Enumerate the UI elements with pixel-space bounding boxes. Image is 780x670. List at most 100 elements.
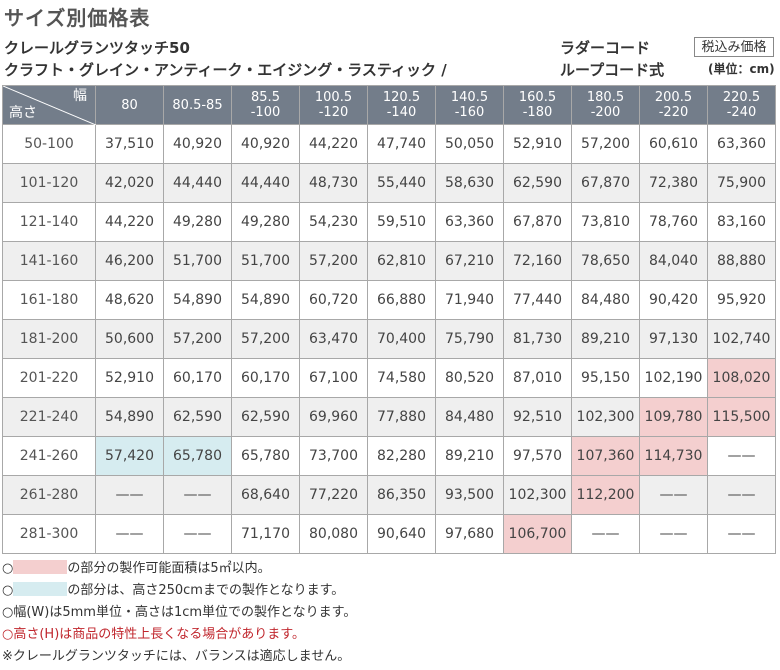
- price-cell: 97,680: [435, 514, 504, 554]
- price-cell: 72,160: [503, 241, 572, 281]
- price-cell: 49,280: [231, 202, 300, 242]
- price-cell: 44,220: [95, 202, 164, 242]
- price-cell: 89,210: [435, 436, 504, 476]
- price-cell: ——: [163, 475, 232, 515]
- table-row: 261-280 —— —— 68,640 77,220 86,350 93,500 102,3…: [2, 475, 776, 515]
- price-cell: 109,780: [639, 397, 708, 437]
- row-height-label: 261-280: [2, 475, 96, 515]
- price-cell: 74,580: [367, 358, 436, 398]
- price-cell: 54,890: [95, 397, 164, 437]
- row-height-label: 50-100: [2, 124, 96, 164]
- price-cell: ——: [639, 514, 708, 554]
- price-cell: 57,200: [163, 319, 232, 359]
- price-cell: 40,920: [231, 124, 300, 164]
- price-cell: 92,510: [503, 397, 572, 437]
- price-cell: ——: [707, 436, 776, 476]
- price-cell: 46,200: [95, 241, 164, 281]
- price-cell: 93,500: [435, 475, 504, 515]
- price-cell: 60,720: [299, 280, 368, 320]
- price-cell: ——: [163, 514, 232, 554]
- table-corner: 幅 高さ: [2, 85, 96, 125]
- note-height: ○高さ(H)は商品の特性上長くなる場合があります。: [2, 627, 305, 642]
- price-cell: 82,280: [367, 436, 436, 476]
- price-cell: 102,300: [571, 397, 640, 437]
- price-cell: 51,700: [163, 241, 232, 281]
- price-cell: 90,420: [639, 280, 708, 320]
- price-cell: 73,700: [299, 436, 368, 476]
- price-cell: 44,220: [299, 124, 368, 164]
- row-height-label: 181-200: [2, 319, 96, 359]
- price-cell: 50,600: [95, 319, 164, 359]
- price-cell: 54,890: [163, 280, 232, 320]
- price-cell: 66,880: [367, 280, 436, 320]
- column-header: 80: [95, 85, 164, 125]
- table-row: 141-160 46,200 51,700 51,700 57,200 62,810 67,…: [2, 241, 776, 281]
- price-cell: 44,440: [231, 163, 300, 203]
- price-cell: 65,780: [231, 436, 300, 476]
- price-cell: 47,740: [367, 124, 436, 164]
- price-cell: ——: [707, 475, 776, 515]
- price-cell: 78,760: [639, 202, 708, 242]
- price-cell: 60,610: [639, 124, 708, 164]
- column-header: 140.5 -160: [435, 85, 504, 125]
- price-cell: 72,380: [639, 163, 708, 203]
- price-cell: 97,570: [503, 436, 572, 476]
- cord-type-2: ループコード式: [560, 61, 665, 79]
- price-cell: 107,360: [571, 436, 640, 476]
- price-cell: 60,170: [231, 358, 300, 398]
- price-cell: ——: [571, 514, 640, 554]
- table-row: 121-140 44,220 49,280 49,280 54,230 59,510 63,…: [2, 202, 776, 242]
- price-cell: 49,280: [163, 202, 232, 242]
- price-cell: 37,510: [95, 124, 164, 164]
- column-header: 120.5 -140: [367, 85, 436, 125]
- price-cell: 63,360: [435, 202, 504, 242]
- price-cell: 67,210: [435, 241, 504, 281]
- price-cell: 71,940: [435, 280, 504, 320]
- price-cell: 57,200: [299, 241, 368, 281]
- price-cell: 70,400: [367, 319, 436, 359]
- price-cell: 106,700: [503, 514, 572, 554]
- price-cell: 69,960: [299, 397, 368, 437]
- row-height-label: 101-120: [2, 163, 96, 203]
- price-cell: 84,480: [571, 280, 640, 320]
- blue-swatch: [13, 582, 68, 596]
- table-row: 161-180 48,620 54,890 54,890 60,720 66,880 71,…: [2, 280, 776, 320]
- price-cell: 62,590: [231, 397, 300, 437]
- price-cell: 62,590: [163, 397, 232, 437]
- cord-type-1: ラダーコード: [560, 39, 651, 57]
- price-cell: 88,880: [707, 241, 776, 281]
- unit-label: (単位：cm): [708, 62, 775, 76]
- tax-included-badge: 税込み価格: [694, 37, 774, 57]
- column-header: 180.5 -200: [571, 85, 640, 125]
- price-cell: 52,910: [95, 358, 164, 398]
- row-height-label: 201-220: [2, 358, 96, 398]
- price-cell: 60,170: [163, 358, 232, 398]
- page-title: サイズ別価格表: [4, 6, 151, 30]
- price-cell: 65,780: [163, 436, 232, 476]
- note-blue: ○ の部分は、高さ250cmまでの製作となります。: [2, 582, 345, 598]
- table-row: 201-220 52,910 60,170 60,170 67,100 74,580 80,…: [2, 358, 776, 398]
- column-header: 100.5 -120: [299, 85, 368, 125]
- price-cell: 75,790: [435, 319, 504, 359]
- price-cell: 44,440: [163, 163, 232, 203]
- height-axis-label: 高さ: [9, 105, 37, 121]
- table-row: 181-200 50,600 57,200 57,200 63,470 70,400 75,…: [2, 319, 776, 359]
- notes: ○ の部分の製作可能面積は5㎡以内。 ○ の部分は、高さ250cmまでの製作となりま…: [2, 558, 356, 668]
- column-header: 80.5-85: [163, 85, 232, 125]
- pink-swatch: [13, 560, 68, 574]
- price-cell: 77,440: [503, 280, 572, 320]
- price-cell: 59,510: [367, 202, 436, 242]
- price-cell: 62,810: [367, 241, 436, 281]
- column-header: 220.5 -240: [707, 85, 776, 125]
- row-height-label: 161-180: [2, 280, 96, 320]
- price-cell: 67,870: [571, 163, 640, 203]
- table-row: 101-120 42,020 44,440 44,440 48,730 55,440 58,…: [2, 163, 776, 203]
- price-cell: 102,300: [503, 475, 572, 515]
- price-cell: 112,200: [571, 475, 640, 515]
- price-cell: ——: [707, 514, 776, 554]
- corner-diagonal: [3, 86, 96, 125]
- price-cell: 62,590: [503, 163, 572, 203]
- price-cell: 115,500: [707, 397, 776, 437]
- price-cell: 71,170: [231, 514, 300, 554]
- price-cell: 95,920: [707, 280, 776, 320]
